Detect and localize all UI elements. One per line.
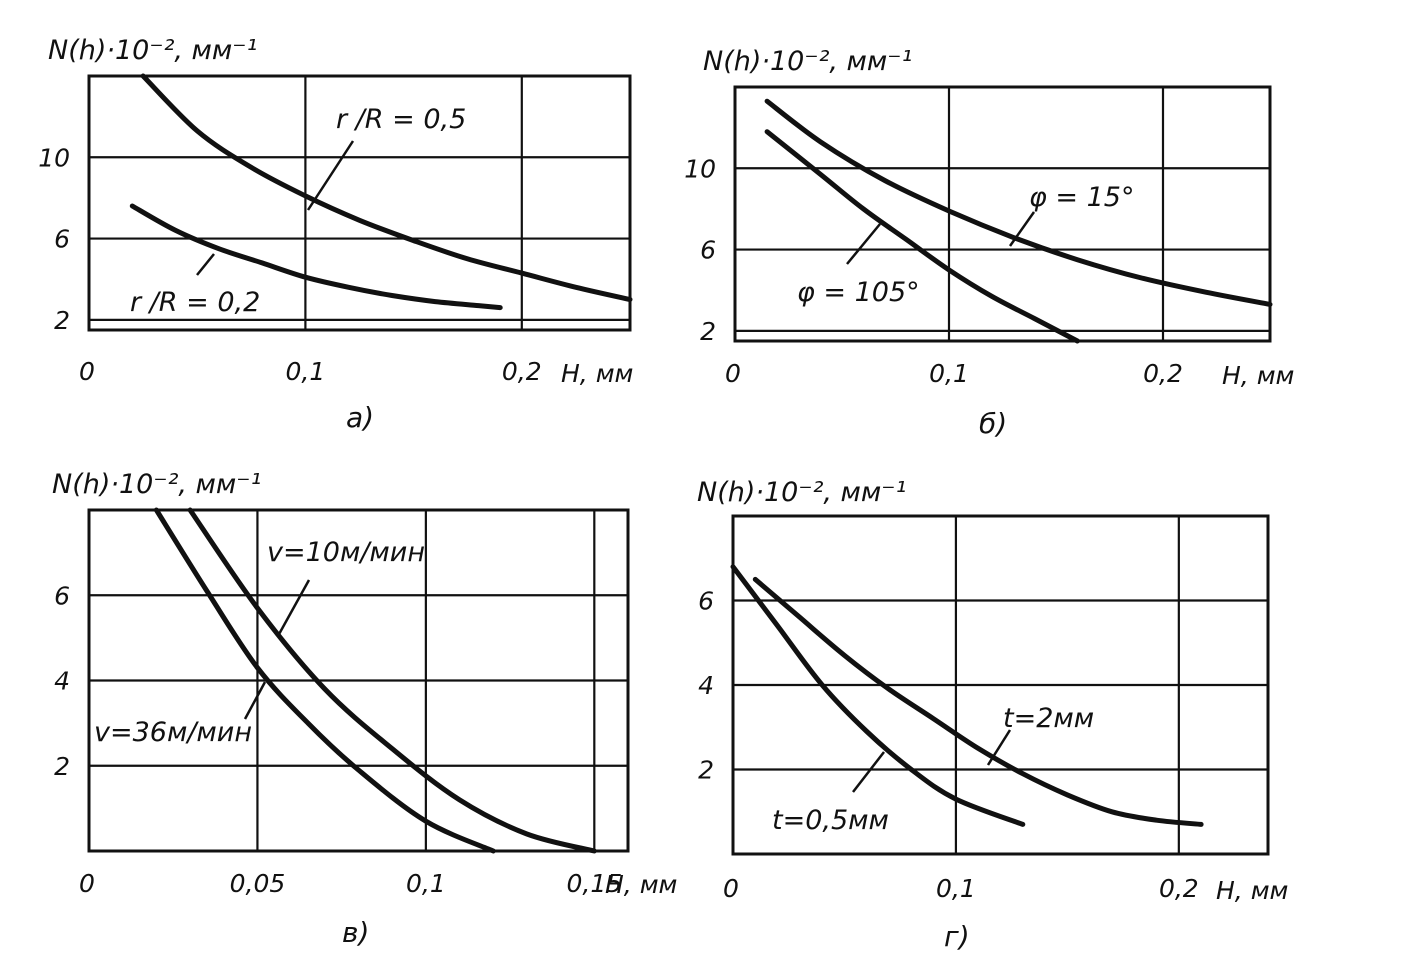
panel-a-ylabel: N(h)·10⁻², мм⁻¹	[48, 35, 257, 66]
panel-c-frame	[87, 508, 630, 853]
panel-b-ytick-1: 6	[700, 236, 716, 265]
panel-a-ytick-0: 2	[54, 306, 70, 335]
panel-c-xtick-1: 0,05	[230, 869, 286, 898]
panel-b-series-label-2: φ = 105°	[797, 277, 920, 308]
panel-d-series-label-2: t=0,5мм	[772, 805, 889, 836]
panel-c: N(h)·10⁻², мм⁻¹ 0 0,05 0,1 0,15 2 4 6 H, мм v=…	[52, 469, 677, 949]
panel-c-leader-2	[243, 681, 267, 720]
panel-b-caption: б)	[979, 407, 1007, 440]
panel-d-series-2-line	[730, 564, 1026, 827]
panel-d-xlabel: H, мм	[1216, 876, 1288, 905]
panel-b-frame	[733, 85, 1272, 343]
panel-a-xlabel: H, мм	[561, 359, 633, 388]
panel-b-xlabel: H, мм	[1222, 361, 1294, 390]
panel-c-xlabel: H, мм	[605, 870, 677, 899]
panel-a-leader-1	[306, 140, 355, 211]
panel-a-series-label-2: r /R = 0,2	[130, 287, 260, 318]
panel-b-ylabel: N(h)·10⁻², мм⁻¹	[703, 46, 912, 77]
panel-b: N(h)·10⁻², мм⁻¹ 0 0,1 0,2 2 6 10 H, мм φ = 15…	[684, 46, 1294, 440]
panel-c-series-label-1: v=10м/мин	[267, 537, 425, 568]
panel-a-frame	[87, 74, 632, 332]
panel-c-series-label-2: v=36м/мин	[94, 717, 252, 748]
panel-c-xtick-3: 0,15	[566, 869, 622, 898]
panel-b-leader-2	[846, 223, 881, 265]
panel-d-ytick-0: 2	[698, 756, 714, 785]
panel-d-frame	[731, 514, 1270, 856]
panel-b-xtick-0: 0	[725, 359, 741, 388]
panel-b-xtick-1: 0,1	[929, 359, 969, 388]
panel-a-series-label-1: r /R = 0,5	[336, 104, 466, 135]
panel-b-xtick-2: 0,2	[1143, 359, 1183, 388]
panel-d-leader-1	[986, 729, 1012, 766]
panel-b-leader-1	[1008, 211, 1036, 247]
panel-b-series-2-line	[764, 129, 1080, 344]
panel-c-caption: в)	[342, 916, 369, 949]
panel-c-series-1-line	[187, 507, 597, 854]
panel-d: N(h)·10⁻², мм⁻¹ 0 0,1 0,2 2 4 6 H, мм t=2мм t…	[697, 477, 1288, 953]
panel-a-series-2-line	[129, 203, 503, 311]
panel-a-xtick-1: 0,1	[286, 357, 326, 386]
panel-a-series-1-line	[140, 73, 633, 302]
panel-c-xtick-0: 0	[79, 869, 95, 898]
panel-a-ytick-1: 6	[54, 225, 70, 254]
panel-a-xtick-2: 0,2	[502, 357, 542, 386]
panel-c-leader-1	[276, 579, 311, 637]
panel-d-leader-2	[852, 751, 885, 793]
panel-c-ytick-2: 6	[54, 581, 70, 610]
panel-d-ytick-1: 4	[698, 671, 714, 700]
panel-a-xtick-0: 0	[79, 357, 95, 386]
panel-d-ylabel: N(h)·10⁻², мм⁻¹	[697, 477, 906, 508]
panel-a: N(h)·10⁻², мм⁻¹ 0 0,1 0,2 2 6 10 H, мм r /R =…	[38, 35, 633, 434]
panel-c-series-2-line	[153, 507, 496, 854]
panel-a-ytick-2: 10	[38, 143, 70, 172]
panel-d-ytick-2: 6	[698, 587, 714, 616]
panel-c-ylabel: N(h)·10⁻², мм⁻¹	[52, 469, 261, 500]
panel-d-series-1-line	[752, 576, 1204, 827]
panel-a-leader-2	[196, 253, 215, 276]
panel-b-series-label-1: φ = 15°	[1029, 182, 1134, 213]
panel-b-ytick-0: 2	[700, 317, 716, 346]
panel-a-caption: а)	[346, 401, 374, 434]
panel-d-series-label-1: t=2мм	[1003, 703, 1094, 734]
panel-d-caption: г)	[944, 920, 970, 953]
panel-d-xtick-2: 0,2	[1159, 874, 1199, 903]
panel-b-ytick-2: 10	[684, 154, 716, 183]
panel-b-series-1-line	[764, 98, 1273, 307]
panel-c-ytick-1: 4	[54, 667, 70, 696]
panel-c-xtick-2: 0,1	[406, 869, 446, 898]
panel-c-ytick-0: 2	[54, 752, 70, 781]
panel-d-xtick-0: 0	[723, 874, 739, 903]
panel-d-xtick-1: 0,1	[936, 874, 976, 903]
